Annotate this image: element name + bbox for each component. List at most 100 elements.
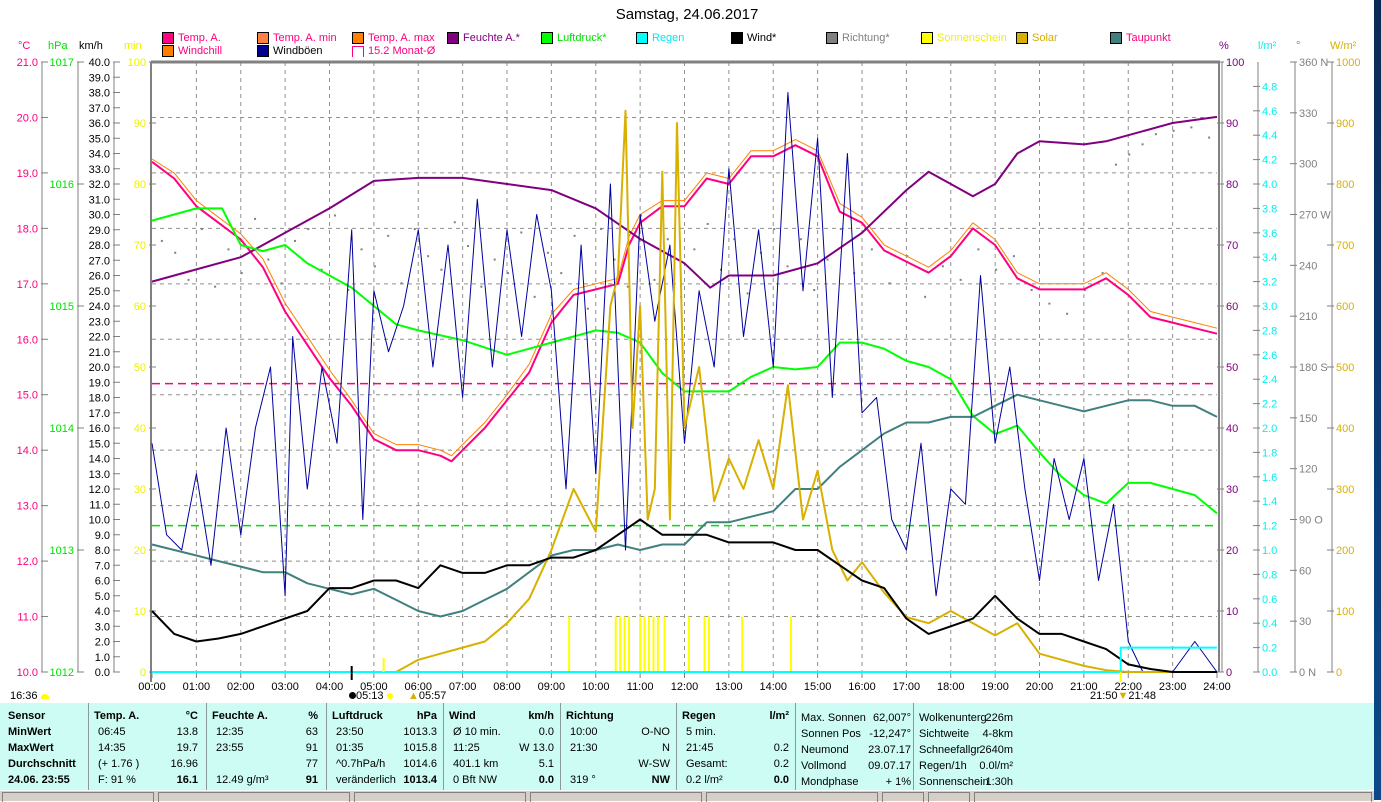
direction-dot xyxy=(1066,312,1069,315)
axis-tick-label-deg: 150 xyxy=(1299,413,1317,425)
axis-tick-label-rain: 4.0 xyxy=(1262,179,1277,191)
direction-dot xyxy=(480,285,483,288)
legend-item: Feuchte A.* xyxy=(447,32,520,44)
legend-item: Temp. A. xyxy=(162,32,221,44)
axis-tick-label-min: 20 xyxy=(134,545,146,557)
panel-cell-value: 5.1 xyxy=(538,758,554,770)
x-axis-tick-label: 02:00 xyxy=(227,681,255,693)
axis-tick-label-rain: 0.8 xyxy=(1262,569,1277,581)
panel-header: Wind xyxy=(449,710,476,722)
panel-cell-label: Gesamt: xyxy=(686,758,728,770)
sunrise: ▲05:57 xyxy=(408,690,447,702)
x-axis-tick-label: 13:00 xyxy=(715,681,743,693)
axis-tick-label-kmh: 15.0 xyxy=(89,438,110,450)
legend-item: Windchill xyxy=(162,45,222,57)
axis-unit-rain: l/m² xyxy=(1258,40,1277,52)
x-axis-tick-label: 24:00 xyxy=(1203,681,1231,693)
panel-cell-value: 19.7 xyxy=(176,742,198,754)
axis-tick-label-rain: 3.6 xyxy=(1262,228,1277,240)
axis-tick-label-deg: 60 xyxy=(1299,565,1311,577)
panel-cell-label: (+ 1.76 ) xyxy=(98,758,140,770)
legend-label: Wind* xyxy=(747,32,777,44)
axis-tick-label-kmh: 35.0 xyxy=(89,133,110,145)
axis-tick-label-deg: 30 xyxy=(1299,616,1311,628)
axis-tick-label-kmh: 23.0 xyxy=(89,316,110,328)
legend-swatch xyxy=(257,32,269,44)
axis-tick-label-hpa: 1017 xyxy=(50,57,74,69)
direction-dot xyxy=(347,289,350,292)
direction-dot xyxy=(773,228,776,231)
direction-dot xyxy=(870,248,873,251)
axis-tick-label-wm2: 500 xyxy=(1336,362,1354,374)
axis-tick-label-rain: 1.2 xyxy=(1262,521,1277,533)
axis-tick-label-temp: 19.0 xyxy=(17,168,38,180)
legend-label: 15.2 Monat-Ø xyxy=(368,45,436,57)
sensor-row-label: MaxWert xyxy=(8,742,54,754)
panel-astro-label: Max. Sonnen xyxy=(801,712,866,724)
axis-tick-label-deg: 180 S xyxy=(1299,362,1328,374)
axis-tick-label-temp: 21.0 xyxy=(17,57,38,69)
x-axis-tick-label: 17:00 xyxy=(893,681,921,693)
axis-tick-label-min: 90 xyxy=(134,118,146,130)
panel-column-divider xyxy=(443,703,444,790)
legend-item: Windböen xyxy=(257,45,323,57)
direction-dot xyxy=(977,248,980,251)
legend-swatch xyxy=(541,32,553,44)
legend-swatch xyxy=(636,32,648,44)
panel-cell-value: 0.2 xyxy=(773,758,789,770)
panel-cell-label: 319 ° xyxy=(570,774,596,786)
chart-title: Samstag, 24.06.2017 xyxy=(615,6,759,23)
direction-dot xyxy=(924,295,927,298)
panel-header: Luftdruck xyxy=(332,710,383,722)
axis-tick-label-temp: 17.0 xyxy=(17,279,38,291)
x-axis-tick-label: 22:00 xyxy=(1114,681,1142,693)
legend-label: Regen xyxy=(652,32,685,44)
legend-swatch xyxy=(1110,32,1122,44)
legend-item: Richtung* xyxy=(826,32,890,44)
axis-tick-label-rain: 3.8 xyxy=(1262,203,1277,215)
moon-icon xyxy=(349,692,356,699)
panel-cell-label: 10:00 xyxy=(570,726,598,738)
legend-swatch xyxy=(352,45,364,57)
direction-dot xyxy=(626,285,629,288)
axis-tick-label-rain: 1.6 xyxy=(1262,472,1277,484)
panel-astro-value: -12,247° xyxy=(869,728,911,740)
axis-tick-label-rain: 2.2 xyxy=(1262,399,1277,411)
axis-tick-label-min: 30 xyxy=(134,484,146,496)
legend-item: Sonnenschein xyxy=(921,32,1007,44)
x-axis-tick-label: 19:00 xyxy=(981,681,1009,693)
axis-tick-label-temp: 11.0 xyxy=(17,612,38,624)
axis-tick-label-deg: 90 O xyxy=(1299,515,1323,527)
direction-dot xyxy=(1208,136,1211,139)
direction-dot xyxy=(1101,272,1104,275)
axis-tick-label-kmh: 38.0 xyxy=(89,88,110,100)
panel-cell-value: 16.96 xyxy=(170,758,198,770)
axis-tick-label-kmh: 24.0 xyxy=(89,301,110,313)
x-axis-tick-label: 04:00 xyxy=(316,681,344,693)
axis-tick-label-hpa: 1014 xyxy=(50,423,74,435)
panel-cell-label: Ø 10 min. xyxy=(453,726,501,738)
axis-tick-label-temp: 16.0 xyxy=(17,334,38,346)
direction-dot xyxy=(400,282,403,285)
panel-misc-value: 0.0l/m² xyxy=(979,760,1013,772)
sensor-row-label: 24.06. 23:55 xyxy=(8,774,70,786)
axis-tick-label-rain: 3.2 xyxy=(1262,277,1277,289)
axis-tick-label-kmh: 13.0 xyxy=(89,469,110,481)
axis-tick-label-pct: 30 xyxy=(1226,484,1238,496)
axis-tick-label-kmh: 0.0 xyxy=(95,667,110,679)
axis-tick-label-kmh: 20.0 xyxy=(89,362,110,374)
panel-column-divider xyxy=(88,703,89,790)
x-axis-tick-label: 03:00 xyxy=(271,681,299,693)
panel-cell-label: 01:35 xyxy=(336,742,364,754)
panel-cell-label: 06:45 xyxy=(98,726,126,738)
axis-unit-kmh: km/h xyxy=(79,40,103,52)
panel-unit: % xyxy=(308,710,318,722)
axis-tick-label-rain: 1.4 xyxy=(1262,496,1277,508)
direction-dot xyxy=(467,245,470,247)
axis-tick-label-deg: 360 N xyxy=(1299,57,1328,69)
x-axis-tick-label: 20:00 xyxy=(1026,681,1054,693)
axis-unit-temp: °C xyxy=(18,40,31,52)
panel-column-divider xyxy=(206,703,207,790)
legend-swatch xyxy=(352,32,364,44)
axis-tick-label-kmh: 11.0 xyxy=(89,499,110,511)
